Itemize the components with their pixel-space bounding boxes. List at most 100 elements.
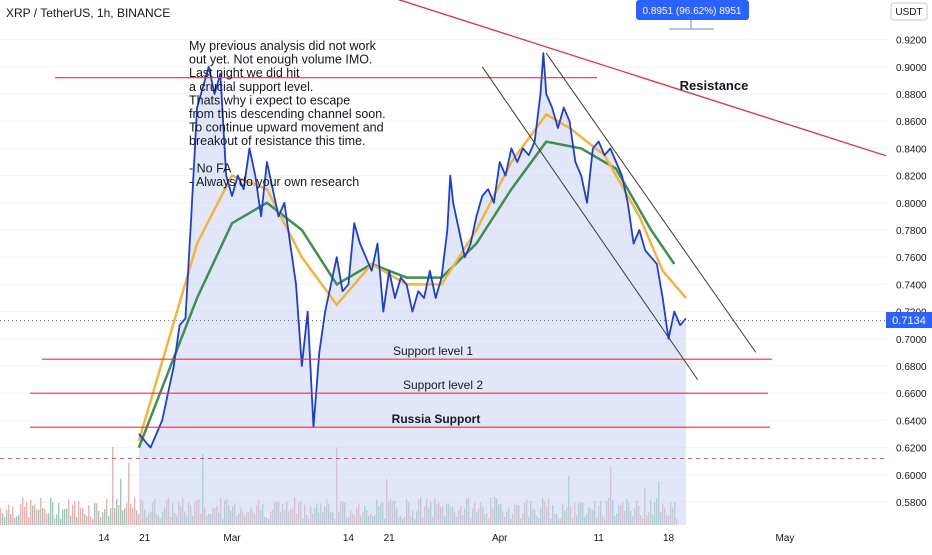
x-tick-label: May [775,533,794,544]
y-tick-label: 0.8600 [896,117,927,128]
volume-bar [84,513,86,525]
x-tick-label: 21 [384,533,396,544]
x-tick-label: 11 [593,533,604,544]
volume-bar [50,497,52,525]
volume-bar [66,508,68,525]
y-tick-label: 0.9200 [896,36,927,47]
measure-badge [636,0,749,20]
ema-fast-line [137,112,687,442]
last-price-badge [886,312,932,328]
note-line: - No FA [189,161,232,175]
y-tick-label: 0.8400 [896,144,927,155]
volume-bar [138,513,140,525]
volume-bar [62,509,64,525]
channel-lower-line[interactable] [481,66,699,380]
y-tick-label: 0.7000 [896,335,927,346]
volume-bar [4,517,6,525]
volume-bar [68,499,70,525]
volume-bar [26,501,28,525]
volume-bar [58,502,60,525]
volume-bar [36,509,38,525]
measure-tool-marker [669,20,714,30]
volume-bar [128,462,130,525]
volume-bar [24,506,26,525]
volume-bar [124,507,126,525]
volume-bar [64,508,66,525]
volume-bar [88,505,90,525]
resistance-trendline[interactable] [226,0,932,176]
volume-bar [0,508,2,525]
volume-bar [120,478,122,525]
channel-upper-line[interactable] [545,52,757,353]
x-tick-label: Apr [492,533,508,544]
price-axis-bg [886,0,932,550]
y-tick-label: 0.8200 [896,172,927,183]
volume-bar [10,513,12,525]
volume-bar [2,513,4,525]
note-line: To continue upward movement and [189,121,384,135]
volume-bar [122,510,124,525]
volume-bar [32,505,34,525]
volume-bar [20,504,22,525]
volume-bar [94,502,96,525]
volume-bar [60,518,62,525]
level-labels: Support level 1 Support level 2 Russia Sup… [392,78,749,426]
volume-bar [134,497,136,525]
volume-bar [38,509,40,525]
volume-bar [14,517,16,525]
volume-bar [6,509,8,525]
volume-bar [52,502,54,525]
note-line: out yet. Not enough volume IMO. [189,53,372,67]
note-line: Thats why i expect to escape [189,93,350,107]
volume-bar [108,516,110,525]
volume-bar [18,514,20,525]
y-tick-label: 0.6800 [896,362,927,373]
volume-bar [22,497,24,525]
volume-bar [44,509,46,525]
y-tick-label: 0.6600 [896,389,927,400]
y-tick-label: 0.8000 [896,199,927,210]
volume-bar [112,446,114,525]
x-tick-label: 14 [343,533,355,544]
volume-bar [46,513,48,525]
note-line: - Always do your own research [189,175,359,189]
note-line: from this descending channel soon. [189,107,386,121]
volume-bar [132,507,134,525]
volume-bar [102,512,104,525]
volume-bar [104,509,106,525]
level-label: Support level 1 [393,344,473,358]
unit-badge[interactable] [890,2,928,21]
volume-bar [126,503,128,525]
volume-bar [42,508,44,525]
volume-bar [116,498,118,525]
volume-bar [48,513,50,525]
note-line: Last night we did hit [189,66,300,80]
volume-bar [90,516,92,525]
x-tick-label: 21 [139,533,151,544]
volume-bar [136,510,138,525]
last-price-label: 0.7134 [892,315,926,327]
volume-bar [40,497,42,525]
y-tick-label: 0.7800 [896,226,927,237]
price-area-fill [138,53,686,525]
time-axis-ticks: 14 21 Mar 14 21 Apr 11 18 May [98,533,794,544]
volume-bar [86,515,88,525]
volume-bar [98,511,100,525]
y-tick-label: 0.5800 [896,498,927,509]
volume-bar [12,506,14,525]
volume-bar [28,517,30,525]
y-tick-label: 0.6400 [896,416,927,427]
volume-bar [96,503,98,525]
volume-bar [114,508,116,525]
volume-bar [80,508,82,525]
volume-bar [92,518,94,525]
volume-bar [130,504,132,525]
volume-bar [100,517,102,525]
volume-bar [118,505,120,525]
unit-badge-label: USDT [895,7,922,18]
volume-bar [70,515,72,525]
x-tick-label: 14 [98,533,110,544]
